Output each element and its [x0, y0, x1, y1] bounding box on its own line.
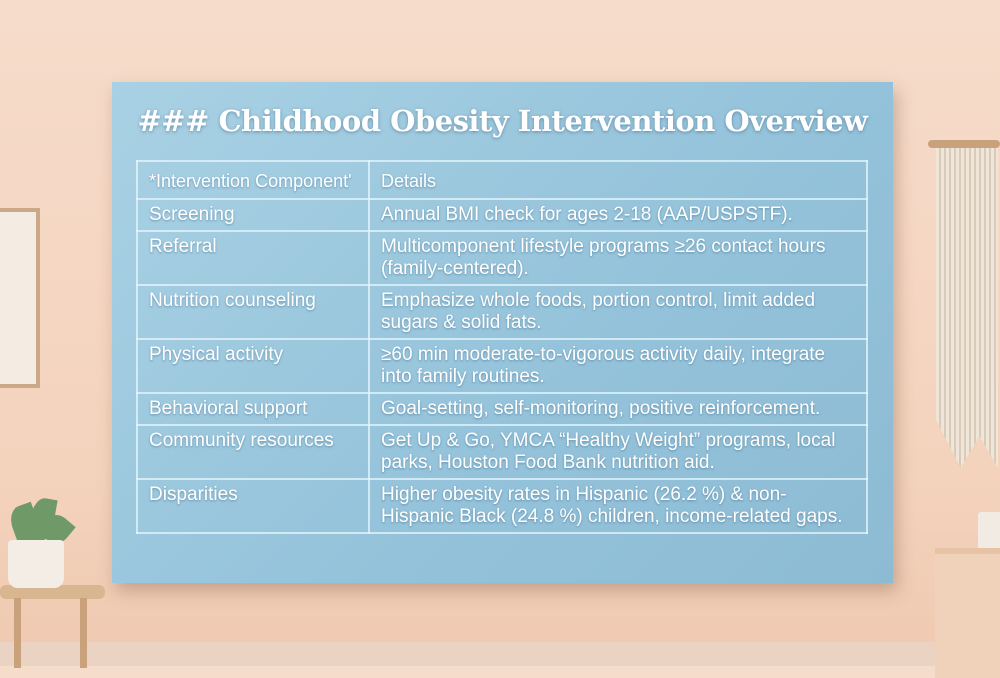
side-table-leg: [80, 598, 87, 668]
row-component: Community resources: [136, 424, 370, 480]
macrame-wall-hanging: [928, 50, 1000, 470]
table-row: Referral Multicomponent lifestyle program…: [136, 230, 868, 286]
macrame-fringe: [936, 148, 998, 468]
row-details: Higher obesity rates in Hispanic (26.2 %…: [368, 478, 868, 534]
row-details: Get Up & Go, YMCA “Healthy Weight” progr…: [368, 424, 868, 480]
header-component: *Intervention Component': [136, 160, 370, 200]
row-component: Disparities: [136, 478, 370, 534]
wall-picture-frame: [0, 208, 40, 388]
row-component: Referral: [136, 230, 370, 286]
intervention-table: *Intervention Component' Details Screeni…: [136, 160, 868, 534]
row-details: Annual BMI check for ages 2-18 (AAP/USPS…: [368, 198, 868, 232]
table-header-row: *Intervention Component' Details: [136, 160, 868, 200]
table-row: Behavioral support Goal-setting, self-mon…: [136, 392, 868, 426]
table-row: Screening Annual BMI check for ages 2-18 …: [136, 198, 868, 232]
row-component: Behavioral support: [136, 392, 370, 426]
floor: [0, 642, 1000, 666]
row-component: Physical activity: [136, 338, 370, 394]
table-row: Nutrition counseling Emphasize whole food…: [136, 284, 868, 340]
row-details: Goal-setting, self-monitoring, positive …: [368, 392, 868, 426]
cup: [978, 512, 1000, 550]
row-component: Nutrition counseling: [136, 284, 370, 340]
side-table-leg: [14, 598, 21, 668]
row-details: Multicomponent lifestyle programs ≥26 co…: [368, 230, 868, 286]
table-row: Community resources Get Up & Go, YMCA “He…: [136, 424, 868, 480]
side-table: [0, 585, 105, 599]
table-row: Disparities Higher obesity rates in Hispa…: [136, 478, 868, 534]
row-details: Emphasize whole foods, portion control, …: [368, 284, 868, 340]
table-row: Physical activity ≥60 min moderate-to-vig…: [136, 338, 868, 394]
row-component: Screening: [136, 198, 370, 232]
row-details: ≥60 min moderate-to-vigorous activity da…: [368, 338, 868, 394]
poster-board: ### Childhood Obesity Intervention Overv…: [112, 82, 893, 583]
hanging-rod: [928, 140, 1000, 148]
board-title: ### Childhood Obesity Intervention Overv…: [137, 104, 868, 138]
header-details: Details: [368, 160, 868, 200]
plant-pot: [8, 540, 64, 588]
cabinet: [935, 548, 1000, 678]
